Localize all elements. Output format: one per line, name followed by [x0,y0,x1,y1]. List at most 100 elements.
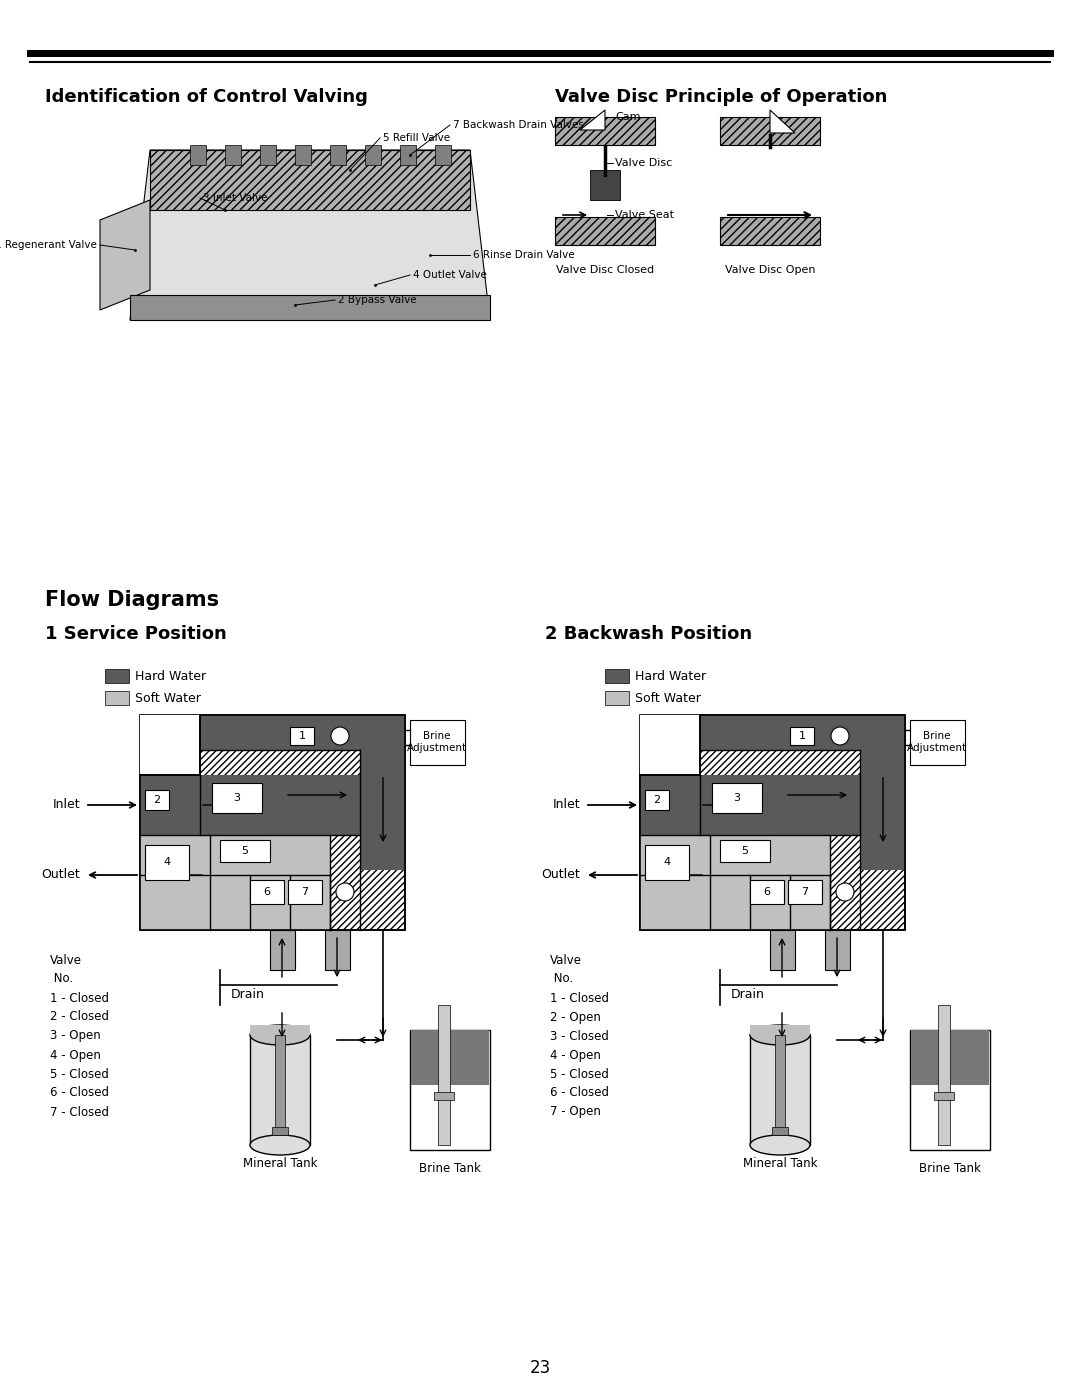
Text: Brine Tank: Brine Tank [419,1162,481,1175]
Circle shape [836,883,854,901]
Text: Outlet: Outlet [41,869,80,882]
Bar [410,1030,490,1150]
Text: 5 - Closed: 5 - Closed [550,1067,609,1080]
Bar [788,880,822,904]
Bar [712,782,762,813]
Text: 23: 23 [529,1359,551,1377]
Text: 5: 5 [742,847,748,856]
Text: Flow Diagrams: Flow Diagrams [45,590,219,610]
Text: Outlet: Outlet [541,869,580,882]
Bar [590,170,620,200]
Bar [200,715,405,750]
Bar [270,930,295,970]
Text: Valve Seat: Valve Seat [615,210,674,219]
Text: Cam: Cam [615,112,640,122]
Text: Valve Disc: Valve Disc [615,158,672,168]
Text: Identification of Control Valving: Identification of Control Valving [45,88,368,106]
Text: 1: 1 [798,731,806,740]
Polygon shape [150,149,470,210]
Bar [360,715,405,870]
Text: Drain: Drain [231,989,265,1002]
Text: 3 - Open: 3 - Open [50,1030,100,1042]
Polygon shape [580,110,605,130]
Text: Inlet: Inlet [52,799,80,812]
Polygon shape [100,200,150,310]
Bar [720,217,820,244]
Ellipse shape [249,1025,310,1045]
Circle shape [336,883,354,901]
Text: 5: 5 [242,847,248,856]
Text: 1 - Closed: 1 - Closed [50,992,109,1004]
Text: 3: 3 [733,793,741,803]
Text: 4 Outlet Valve: 4 Outlet Valve [413,270,487,279]
Text: Inlet: Inlet [552,799,580,812]
Bar [645,789,669,810]
Bar [640,775,860,835]
Bar [860,715,905,870]
Text: 6: 6 [264,887,270,897]
Bar [910,1030,990,1150]
Text: Mineral Tank: Mineral Tank [743,1157,818,1171]
Text: 1 Regenerant Valve: 1 Regenerant Valve [0,240,97,250]
Ellipse shape [750,1025,810,1045]
Bar [410,719,465,766]
Text: 6 - Closed: 6 - Closed [50,1087,109,1099]
Bar [249,880,284,904]
Bar [555,117,654,145]
Text: 3: 3 [233,793,241,803]
Bar [750,880,784,904]
Text: Brine Tank: Brine Tank [919,1162,981,1175]
Bar [145,789,168,810]
Bar [330,145,346,165]
Bar [212,782,262,813]
Bar [772,1127,788,1134]
Bar [325,930,350,970]
Bar [438,1004,450,1146]
Text: 3 - Closed: 3 - Closed [550,1030,609,1042]
Bar [140,835,330,930]
Text: 4 - Open: 4 - Open [50,1049,100,1062]
Bar [770,930,795,970]
Text: 2: 2 [153,795,161,805]
Bar [220,840,270,862]
Bar [939,1004,950,1146]
Bar [225,145,241,165]
Bar [272,1127,288,1134]
Text: 1 - Closed: 1 - Closed [550,992,609,1004]
Bar [775,1035,785,1134]
Text: Valve Disc Closed: Valve Disc Closed [556,265,654,275]
Text: 7 - Open: 7 - Open [550,1105,600,1119]
Bar [105,669,129,683]
Text: Brine
Adjustment: Brine Adjustment [907,731,967,753]
Bar [645,845,689,880]
Polygon shape [770,110,795,133]
Text: 4 - Open: 4 - Open [550,1049,600,1062]
Polygon shape [130,149,490,320]
Text: 2: 2 [653,795,661,805]
Text: 3 Inlet Valve: 3 Inlet Valve [203,193,268,203]
Bar [700,715,905,750]
Text: 5 - Closed: 5 - Closed [50,1067,109,1080]
Text: 1 Service Position: 1 Service Position [45,624,227,643]
Bar [720,117,820,145]
Text: 4: 4 [163,856,171,868]
Bar [190,145,206,165]
Bar [934,1092,954,1099]
Bar [912,1030,989,1085]
Text: 6 Rinse Drain Valve: 6 Rinse Drain Valve [473,250,575,260]
Bar [105,692,129,705]
Bar [910,719,966,766]
Polygon shape [130,295,490,320]
Text: 7: 7 [801,887,809,897]
Text: 2 Backwash Position: 2 Backwash Position [545,624,752,643]
Text: 7 - Closed: 7 - Closed [50,1105,109,1119]
Bar [288,880,322,904]
Bar [555,217,654,244]
Bar [605,692,629,705]
Text: 6: 6 [764,887,770,897]
Text: Valve Disc Principle of Operation: Valve Disc Principle of Operation [555,88,888,106]
Bar [720,840,770,862]
Bar [750,1025,810,1035]
Text: No.: No. [550,972,573,985]
Text: Brine
Adjustment: Brine Adjustment [407,731,467,753]
